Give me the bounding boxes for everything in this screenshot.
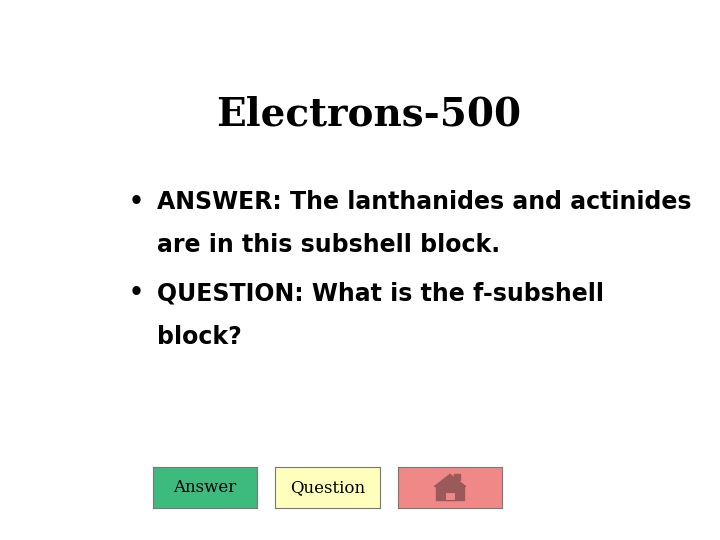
Text: QUESTION: What is the f-subshell: QUESTION: What is the f-subshell	[157, 281, 604, 305]
Polygon shape	[434, 475, 466, 487]
Polygon shape	[454, 474, 461, 480]
Polygon shape	[445, 492, 455, 500]
Text: •: •	[129, 281, 144, 305]
Text: •: •	[129, 190, 144, 213]
Text: ANSWER: The lanthanides and actinides: ANSWER: The lanthanides and actinides	[157, 190, 691, 213]
Text: block?: block?	[157, 325, 242, 349]
Text: Question: Question	[290, 479, 365, 496]
Text: are in this subshell block.: are in this subshell block.	[157, 233, 500, 257]
Text: Electrons-500: Electrons-500	[217, 96, 521, 134]
Polygon shape	[436, 486, 464, 500]
Text: Answer: Answer	[174, 479, 237, 496]
